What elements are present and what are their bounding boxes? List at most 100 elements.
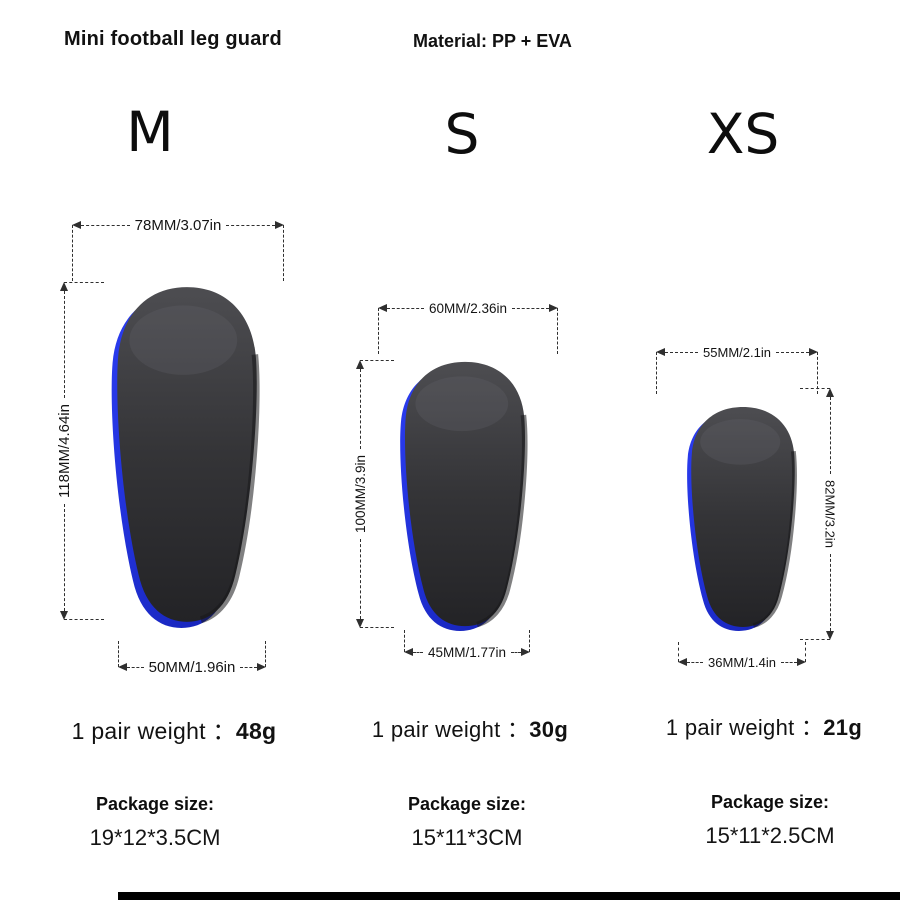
package-size-value: 19*12*3.5CM <box>89 825 221 850</box>
arrow-right-icon <box>257 663 266 671</box>
package-block-s: Package size: 15*11*3CM <box>352 794 582 851</box>
dimension-label: 60MM/2.36in <box>428 300 508 316</box>
dimension-bottom-width-m: 50MM/1.96in <box>118 641 266 676</box>
arrow-up-icon <box>826 388 834 397</box>
dimension-height-m: 118MM/4.64in <box>55 282 104 621</box>
dimension-line <box>829 397 831 475</box>
dimension-line <box>226 224 275 226</box>
extension-line <box>378 308 379 354</box>
dimension-label: 100MM/3.9in <box>352 454 368 534</box>
extension-line <box>529 630 530 652</box>
dimension-line <box>413 651 423 653</box>
extension-line <box>64 619 104 620</box>
weight-line-m: 1 pair weight ：48g <box>28 712 320 746</box>
weight-value: 48g <box>235 718 277 744</box>
extension-line <box>283 225 284 281</box>
dimension-top-width-s: 60MM/2.36in <box>378 300 559 354</box>
dimension-bottom-width-s: 45MM/1.77in <box>404 630 531 660</box>
bottom-bar <box>118 892 900 900</box>
dimension-line <box>387 307 424 309</box>
extension-line <box>265 641 266 667</box>
dimension-label: 82MM/3.2in <box>822 480 838 548</box>
extension-line <box>64 282 104 283</box>
weight-label: 1 pair weight ： <box>665 715 824 740</box>
dimension-line <box>665 351 699 353</box>
package-size-value: 15*11*2.5CM <box>705 823 835 848</box>
package-size-label: Package size: <box>710 792 830 812</box>
extension-line <box>800 388 830 389</box>
dimension-height-xs: 82MM/3.2in <box>800 388 838 641</box>
dimension-line <box>512 307 550 309</box>
shin-guard-image-m <box>111 287 260 628</box>
extension-line <box>72 225 73 281</box>
package-block-xs: Package size: 15*11*2.5CM <box>650 792 890 849</box>
weight-line-xs: 1 pair weight ：21g <box>628 710 900 742</box>
dimension-line <box>511 651 522 653</box>
dimension-label: 50MM/1.96in <box>148 658 236 676</box>
arrow-left-icon <box>72 221 81 229</box>
dimension-line <box>63 503 65 612</box>
package-size-label: Package size: <box>95 794 215 814</box>
page-title: Mini football leg guard <box>64 28 282 50</box>
arrow-right-icon <box>275 221 284 229</box>
material-label: Material: PP + EVA <box>413 31 572 51</box>
extension-line <box>656 352 657 394</box>
dimension-line <box>359 369 361 449</box>
size-letter-xs: XS <box>706 102 780 166</box>
arrow-left-icon <box>656 348 665 356</box>
arrow-right-icon <box>797 658 807 666</box>
dimension-line <box>127 666 144 668</box>
arrow-up-icon <box>356 360 364 369</box>
arrow-right-icon <box>521 648 531 656</box>
package-size-value: 15*11*3CM <box>411 825 523 850</box>
dimension-line <box>775 351 810 353</box>
size-letter-m: M <box>126 100 174 164</box>
package-size-label: Package size: <box>407 794 527 814</box>
dimension-label: 78MM/3.07in <box>134 216 222 234</box>
arrow-down-icon <box>826 631 834 641</box>
weight-label: 1 pair weight ： <box>371 717 530 742</box>
extension-line <box>805 642 806 662</box>
dimension-line <box>81 224 130 226</box>
dimension-bottom-width-xs: 36MM/1.4in <box>678 642 807 670</box>
extension-line <box>360 627 394 628</box>
arrow-left-icon <box>118 663 127 671</box>
dimension-label: 118MM/4.64in <box>55 404 73 498</box>
weight-value: 30g <box>529 717 569 742</box>
weight-line-s: 1 pair weight ：30g <box>335 712 605 744</box>
extension-line <box>800 639 830 640</box>
dimension-line <box>240 666 257 668</box>
arrow-down-icon <box>60 611 68 621</box>
dimension-top-width-xs: 55MM/2.1in <box>656 344 819 394</box>
dimension-line <box>359 539 361 620</box>
extension-line <box>817 352 818 394</box>
dimension-line <box>780 661 798 663</box>
arrow-up-icon <box>60 282 68 291</box>
arrow-left-icon <box>678 658 687 666</box>
shin-guard-image-s <box>400 361 528 631</box>
extension-line <box>404 630 405 652</box>
weight-label: 1 pair weight ： <box>71 718 236 744</box>
dimension-label: 45MM/1.77in <box>427 644 507 660</box>
dimension-height-s: 100MM/3.9in <box>352 360 394 629</box>
dimension-line <box>687 661 704 663</box>
arrow-right-icon <box>809 348 819 356</box>
dimension-top-width-m: 78MM/3.07in <box>72 216 284 281</box>
shin-guard-image-xs <box>687 407 797 631</box>
dimension-line <box>829 553 831 632</box>
size-letter-s: S <box>444 102 480 166</box>
extension-line <box>360 360 394 361</box>
extension-line <box>118 641 119 667</box>
dimension-line <box>63 291 65 399</box>
extension-line <box>678 642 679 662</box>
dimension-label: 36MM/1.4in <box>708 654 776 670</box>
arrow-down-icon <box>356 619 364 629</box>
weight-value: 21g <box>823 715 863 740</box>
package-block-m: Package size: 19*12*3.5CM <box>30 794 280 851</box>
extension-line <box>557 308 558 354</box>
arrow-left-icon <box>404 648 413 656</box>
dimension-label: 55MM/2.1in <box>703 344 771 360</box>
arrow-left-icon <box>378 304 387 312</box>
arrow-right-icon <box>549 304 559 312</box>
